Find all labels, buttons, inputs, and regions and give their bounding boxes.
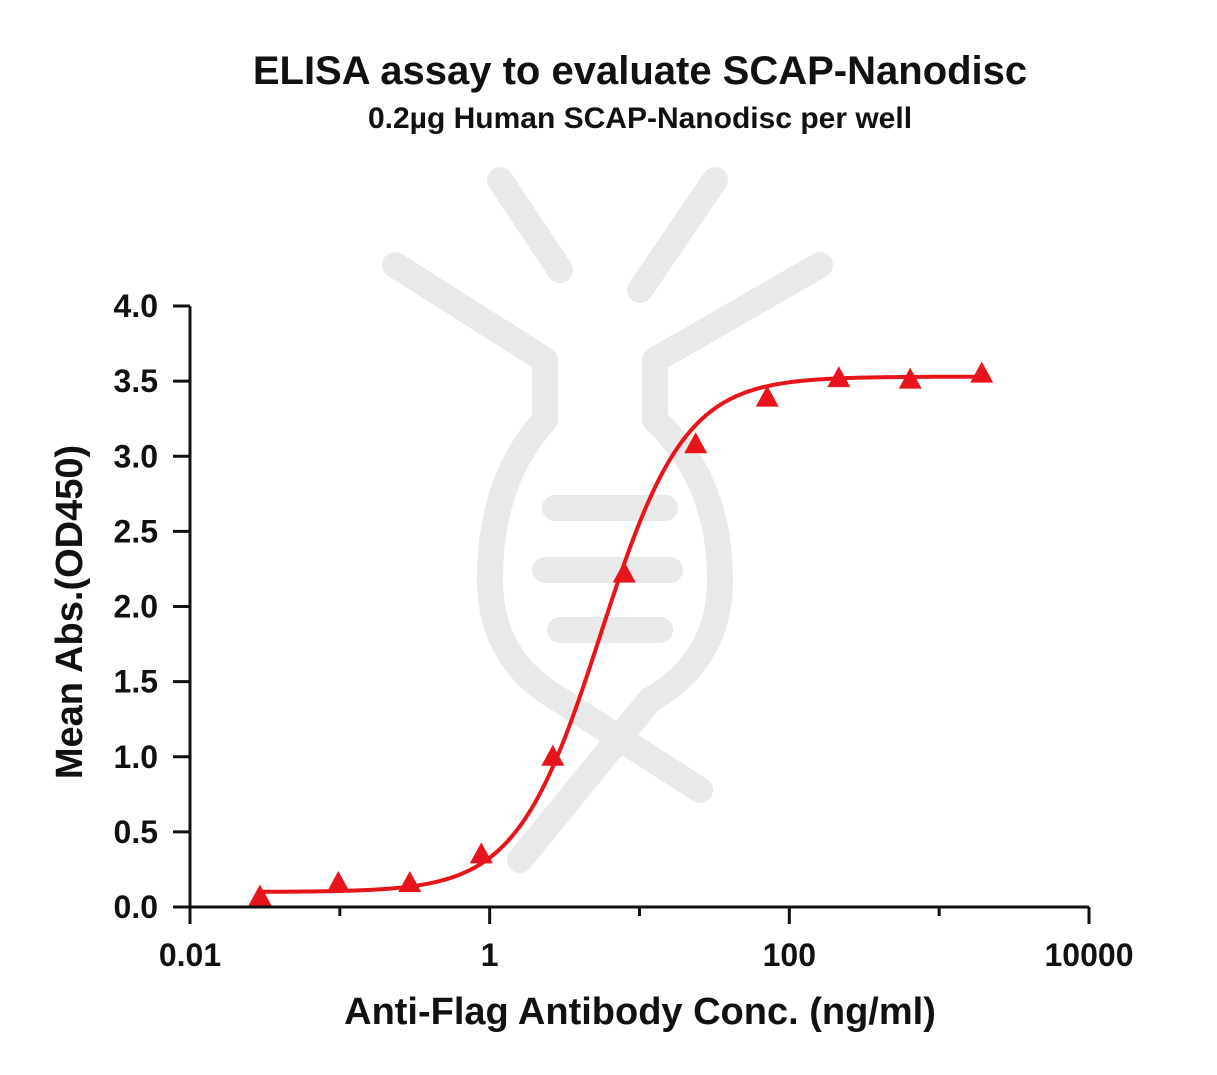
- data-point: [684, 432, 708, 454]
- data-point: [398, 870, 422, 892]
- chart-title: ELISA assay to evaluate SCAP-Nanodisc: [253, 49, 1027, 93]
- x-tick-label: 1: [481, 937, 499, 973]
- data-point: [827, 366, 851, 388]
- x-tick-label: 0.01: [159, 937, 221, 973]
- x-tick-label: 10000: [1045, 937, 1134, 973]
- data-point: [541, 744, 565, 766]
- x-axis-ticks: 0.01 1 100 10000: [159, 907, 1134, 973]
- y-tick-label: 3.0: [114, 438, 158, 474]
- data-point: [326, 870, 350, 892]
- data-point: [755, 385, 779, 407]
- y-tick-label: 0.5: [114, 814, 158, 850]
- y-tick-label: 1.5: [114, 664, 158, 700]
- watermark-logo: [382, 167, 833, 873]
- y-tick-label: 3.5: [114, 363, 158, 399]
- y-axis-label: Mean Abs.(OD450): [49, 445, 91, 779]
- y-tick-label: 2.0: [114, 589, 158, 625]
- y-tick-label: 4.0: [114, 288, 158, 324]
- x-tick-label: 100: [763, 937, 816, 973]
- x-axis-label: Anti-Flag Antibody Conc. (ng/ml): [344, 991, 936, 1033]
- data-points: [248, 361, 994, 906]
- data-point: [970, 361, 994, 383]
- y-axis-ticks: 0.0 0.5 1.0 1.5 2.0 2.5 3.0 3.5 4.0: [114, 288, 190, 925]
- data-point: [248, 884, 272, 906]
- y-tick-label: 1.0: [114, 739, 158, 775]
- data-point: [898, 367, 922, 389]
- y-tick-label: 0.0: [114, 889, 158, 925]
- chart-subtitle: 0.2µg Human SCAP-Nanodisc per well: [368, 102, 912, 135]
- data-point: [469, 842, 493, 864]
- y-tick-label: 2.5: [114, 513, 158, 549]
- data-point: [612, 561, 636, 583]
